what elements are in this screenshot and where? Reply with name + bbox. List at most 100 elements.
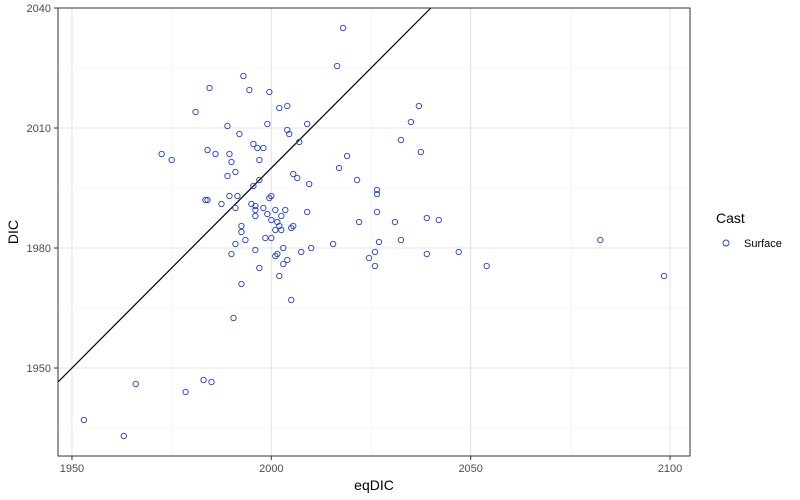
data-point	[274, 250, 281, 258]
data-point	[294, 174, 301, 182]
data-point	[343, 152, 351, 160]
y-tick-label: 2010	[27, 123, 51, 135]
data-point	[182, 388, 189, 396]
data-point	[371, 248, 379, 256]
data-point	[335, 164, 343, 172]
data-point	[234, 192, 241, 200]
data-point	[256, 176, 263, 184]
data-point	[455, 248, 462, 256]
data-point	[192, 108, 199, 116]
data-point	[224, 122, 231, 130]
data-point	[238, 228, 245, 236]
data-point	[264, 120, 271, 128]
data-point	[660, 272, 668, 280]
data-point	[373, 186, 381, 194]
data-point	[280, 244, 287, 252]
data-point	[423, 214, 430, 222]
data-point	[208, 378, 215, 386]
data-point	[284, 256, 291, 264]
data-point	[355, 218, 363, 226]
data-point	[206, 84, 213, 92]
y-tick-label: 1980	[27, 243, 51, 255]
y-tick-label: 1950	[27, 363, 51, 375]
data-point	[286, 130, 293, 138]
data-point	[256, 156, 263, 164]
data-point	[371, 262, 379, 270]
grid	[58, 7, 690, 456]
y-axis: 1950 1980 2010 2040	[27, 3, 58, 375]
data-point	[80, 416, 88, 424]
data-point	[250, 182, 257, 190]
data-point	[276, 104, 283, 112]
data-point	[288, 296, 295, 304]
data-point	[435, 216, 442, 224]
data-point	[218, 200, 225, 208]
data-point	[278, 212, 285, 220]
reference-line-layer	[57, 7, 432, 383]
data-point	[200, 376, 207, 384]
data-point	[415, 102, 423, 110]
data-point	[252, 246, 259, 254]
x-axis-title: eqDIC	[354, 477, 394, 493]
data-point	[308, 244, 315, 252]
data-point	[397, 236, 405, 244]
data-point	[250, 140, 257, 148]
data-point	[272, 206, 279, 214]
data-point	[132, 380, 139, 388]
data-point	[228, 250, 235, 258]
data-point	[168, 156, 175, 164]
data-point	[288, 224, 295, 232]
data-point	[242, 236, 249, 244]
data-point	[391, 218, 399, 226]
legend-key-surface	[722, 239, 730, 247]
data-point	[238, 280, 245, 288]
data-point	[407, 118, 415, 126]
data-point	[339, 24, 347, 32]
data-point	[290, 222, 297, 230]
data-point	[202, 196, 209, 204]
data-point	[226, 192, 233, 200]
data-point	[260, 204, 267, 212]
data-point	[373, 190, 381, 198]
data-point	[282, 206, 289, 214]
data-point	[228, 158, 235, 166]
data-point	[204, 146, 211, 154]
data-point	[304, 208, 311, 216]
data-point	[272, 252, 279, 260]
data-point	[224, 172, 231, 180]
data-point	[284, 102, 291, 110]
data-point	[252, 206, 259, 214]
data-point	[417, 148, 425, 156]
data-point	[365, 254, 373, 262]
panel-border	[57, 7, 691, 457]
data-point	[268, 192, 275, 200]
identity-line	[57, 7, 432, 383]
data-point	[280, 260, 287, 268]
data-point	[306, 180, 313, 188]
data-point	[272, 226, 279, 234]
data-point	[296, 138, 303, 146]
y-tick-label: 2040	[27, 3, 51, 15]
data-point	[278, 226, 285, 234]
data-point	[240, 72, 247, 80]
data-point	[232, 240, 239, 248]
data-points	[80, 24, 668, 440]
data-point	[238, 222, 245, 230]
data-point	[266, 88, 273, 96]
data-point	[264, 210, 271, 218]
x-tick-label: 2000	[259, 463, 283, 475]
data-point	[597, 236, 604, 244]
x-tick-label: 2050	[458, 463, 482, 475]
x-tick-label: 1950	[60, 463, 84, 475]
data-point	[268, 234, 275, 242]
data-point	[290, 170, 297, 178]
data-point	[262, 234, 269, 242]
data-point	[256, 264, 263, 272]
data-point	[158, 150, 165, 158]
data-point	[120, 432, 127, 440]
data-point	[276, 272, 283, 280]
data-point	[232, 204, 239, 212]
data-point	[373, 208, 381, 216]
